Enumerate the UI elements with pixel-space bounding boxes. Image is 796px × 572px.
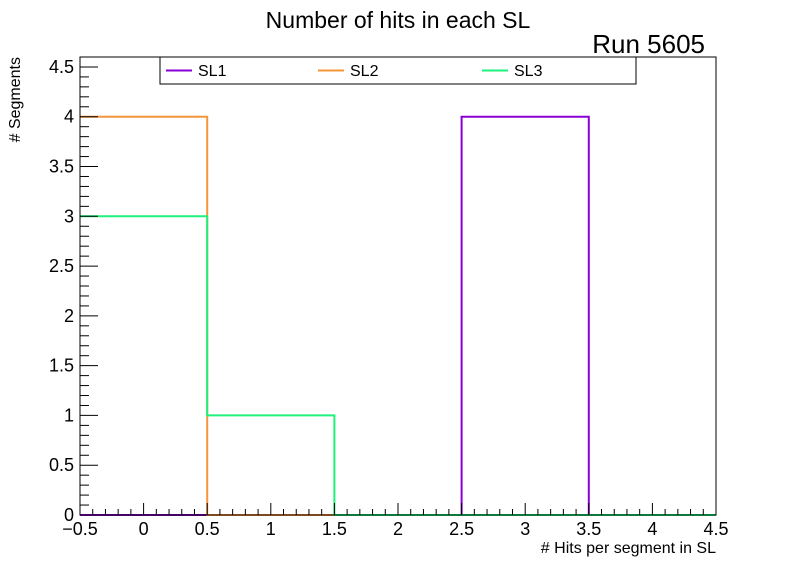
legend-label-sl2: SL2	[350, 63, 379, 80]
x-tick-label: 2.5	[449, 519, 474, 539]
series-sl1-line	[80, 115, 716, 516]
legend-label-sl3: SL3	[514, 63, 543, 80]
legend-box	[159, 56, 637, 85]
series-sl2-line	[80, 115, 716, 516]
plot-frame	[79, 56, 717, 516]
x-tick-label: 2	[393, 519, 403, 539]
x-tick-label: 3	[520, 519, 530, 539]
y-tick-label: 4	[64, 107, 74, 127]
y-tick-label: 3.5	[49, 157, 74, 177]
y-tick-label: 0	[64, 505, 74, 525]
legend-label-sl1: SL1	[198, 63, 227, 80]
x-tick-label: 4.5	[703, 519, 728, 539]
bin-sl2-0	[80, 117, 207, 515]
x-tick-label: 0.5	[195, 519, 220, 539]
y-tick-label: 0.5	[49, 455, 74, 475]
x-axis-title: # Hits per segment in SL	[541, 540, 716, 557]
x-tick-label: 4	[647, 519, 657, 539]
series-layer	[80, 115, 716, 516]
y-tick-label: 2	[64, 306, 74, 326]
y-tick-label: 1.5	[49, 356, 74, 376]
x-tick-label: 0	[139, 519, 149, 539]
chart-title: Number of hits in each SL	[266, 7, 531, 33]
y-axis-title: # Segments	[7, 57, 24, 142]
x-axis-ticks: −0.5 0 0.5 1 1.5 2 2.5 3 3.5 4 4.5	[62, 503, 729, 539]
legend: SL1 SL2 SL3	[159, 56, 637, 85]
x-tick-label: −0.5	[62, 519, 98, 539]
series-sl3-line	[80, 215, 716, 516]
bin-sl3-1	[207, 415, 334, 515]
y-tick-label: 3	[64, 206, 74, 226]
x-tick-label: 1	[266, 519, 276, 539]
bin-sl3-0	[80, 216, 207, 515]
bin-sl1-3	[462, 117, 589, 515]
x-tick-label: 3.5	[576, 519, 601, 539]
y-axis-ticks: 0 0.5 1 1.5 2 2.5 3 3.5 4 4.5	[49, 56, 98, 525]
y-tick-label: 2.5	[49, 256, 74, 276]
y-tick-label: 1	[64, 405, 74, 425]
run-annotation: Run 5605	[592, 29, 705, 59]
y-tick-label: 4.5	[49, 57, 74, 77]
x-tick-label: 1.5	[322, 519, 347, 539]
